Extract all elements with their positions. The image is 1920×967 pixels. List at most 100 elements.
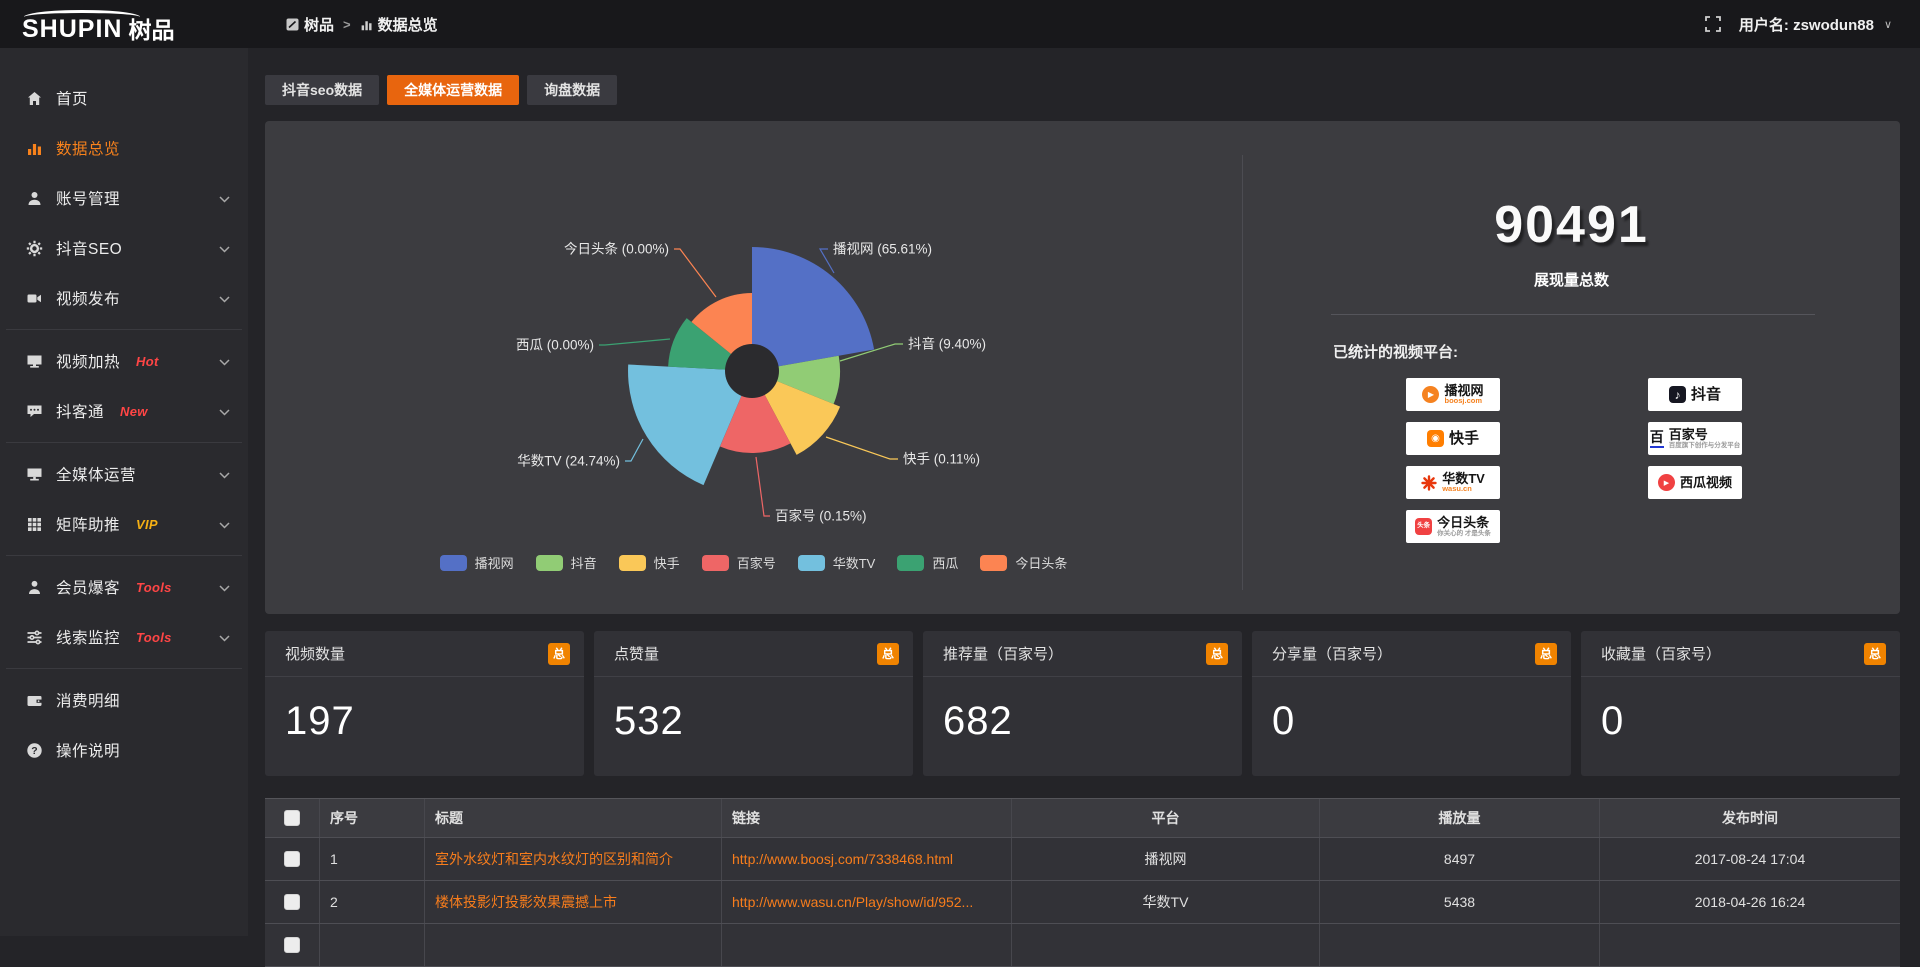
pie-center-hole [725,344,779,398]
cell-platform: 播视网 [1012,838,1320,880]
sidebar-item-doukettong[interactable]: 抖客通 New [0,386,248,436]
legend-item-西瓜[interactable]: 西瓜 [897,553,958,572]
sidebar-item-member-burst[interactable]: 会员爆客 Tools [0,562,248,612]
cell-time: 2017-08-24 17:04 [1600,838,1900,880]
cell-title-link[interactable]: 楼体投影灯投影效果震撼上市 [425,881,722,923]
cell-url-link[interactable]: http://www.wasu.cn/Play/show/id/952... [722,881,1012,923]
legend-item-华数TV[interactable]: 华数TV [798,553,876,572]
wasu-star-icon [1421,475,1437,491]
fullscreen-icon[interactable] [1705,16,1721,32]
stat-card-value: 682 [923,677,1242,744]
legend-swatch [980,555,1007,571]
platform-badge-kuaishou: ◉ 快手 [1406,422,1500,455]
col-header-link: 链接 [722,799,1012,837]
grid-icon [26,516,43,533]
baijiahao-icon: 百 [1650,429,1664,448]
stat-cards: 视频数量总 197 点赞量总 532 推荐量（百家号）总 682 分享量（百家号… [265,631,1900,776]
bar-chart-icon [360,18,373,31]
platform-sub: 百度旗下创作与分发平台 [1669,442,1741,449]
cell-time: 2018-04-26 16:24 [1600,881,1900,923]
legend-label: 华数TV [833,553,876,572]
sidebar-item-lead-monitor[interactable]: 线索监控 Tools [0,612,248,662]
pie-label: 抖音 (9.40%) [908,336,986,352]
vip-badge: VIP [136,517,158,532]
logo-text-cn: 树品 [128,19,174,42]
sidebar-item-label: 视频加热 [56,350,120,372]
table-row-partial [265,924,1900,967]
stat-card-label: 点赞量 [614,643,659,664]
cell-no: 1 [320,838,425,880]
overview-panel: 播视网 (65.61%)抖音 (9.40%)快手 (0.11%)百家号 (0.1… [265,121,1900,614]
sidebar-divider [6,442,242,443]
breadcrumb-separator: > [343,17,351,32]
breadcrumb-label: 树品 [304,14,334,35]
sidebar-item-label: 线索监控 [56,626,120,648]
col-header-time: 发布时间 [1600,799,1900,837]
tab-omnimedia-data[interactable]: 全媒体运营数据 [387,75,519,105]
cell-url-link[interactable]: http://www.boosj.com/7338468.html [722,838,1012,880]
legend-swatch [536,555,563,571]
legend-item-快手[interactable]: 快手 [619,553,680,572]
row-checkbox[interactable] [284,894,300,910]
platform-badge-douyin: ♪ 抖音 [1648,378,1742,411]
breadcrumb-label: 数据总览 [378,14,438,35]
tab-inquiry-data[interactable]: 询盘数据 [527,75,617,105]
platform-name: 西瓜视频 [1680,476,1732,490]
cell-title-link[interactable]: 室外水纹灯和室内水纹灯的区别和简介 [425,838,722,880]
legend-item-播视网[interactable]: 播视网 [440,553,514,572]
sidebar-item-account[interactable]: 账号管理 [0,173,248,223]
impressions-total-label: 展现量总数 [1243,269,1900,290]
main-content: 抖音seo数据 全媒体运营数据 询盘数据 播视网 (65.61%)抖音 (9.4… [248,48,1920,936]
chevron-down-icon [219,466,230,482]
stat-card-label: 视频数量 [285,643,345,664]
col-header-plays: 播放量 [1320,799,1600,837]
legend-label: 播视网 [475,553,514,572]
bar-chart-icon [26,140,43,157]
sidebar-item-data-overview[interactable]: 数据总览 [0,123,248,173]
stat-card-value: 0 [1252,677,1571,744]
stat-card-label: 收藏量（百家号） [1601,643,1721,664]
select-all-checkbox[interactable] [284,810,300,826]
sidebar-item-home[interactable]: 首页 [0,73,248,123]
row-checkbox[interactable] [284,937,300,953]
stat-card-favorites: 收藏量（百家号）总 0 [1581,631,1900,776]
chevron-down-icon [219,190,230,206]
tab-douyin-seo[interactable]: 抖音seo数据 [265,75,379,105]
legend-label: 百家号 [737,553,776,572]
sidebar-item-label: 矩阵助推 [56,513,120,535]
pie-label: 百家号 (0.15%) [775,508,867,524]
platform-sub: boosj.com [1444,397,1482,405]
stat-card-label: 分享量（百家号） [1272,643,1392,664]
app-logo: SHUPIN 树品 [0,7,248,42]
chat-bubble-icon [26,403,43,420]
col-header-platform: 平台 [1012,799,1320,837]
pie-label-line [625,439,643,461]
breadcrumb-item-home[interactable]: 树品 [286,14,334,35]
row-checkbox[interactable] [284,851,300,867]
stat-card-video-count: 视频数量总 197 [265,631,584,776]
legend-label: 西瓜 [932,553,958,572]
sidebar-item-omnimedia[interactable]: 全媒体运营 [0,449,248,499]
legend-swatch [440,555,467,571]
pie-label: 今日头条 (0.00%) [564,241,669,257]
sidebar-item-matrix-boost[interactable]: 矩阵助推 VIP [0,499,248,549]
monitor-icon [26,353,43,370]
chevron-down-icon[interactable]: ∨ [1884,18,1892,31]
chevron-down-icon [219,240,230,256]
stat-card-value: 0 [1581,677,1900,744]
sidebar-item-video-heating[interactable]: 视频加热 Hot [0,336,248,386]
username-label[interactable]: 用户名: zswodun88 [1739,14,1874,35]
legend-item-百家号[interactable]: 百家号 [702,553,776,572]
legend-swatch [897,555,924,571]
legend-item-抖音[interactable]: 抖音 [536,553,597,572]
sidebar-item-video-publish[interactable]: 视频发布 [0,273,248,323]
legend-item-今日头条[interactable]: 今日头条 [980,553,1067,572]
chevron-down-icon [219,516,230,532]
sidebar-item-douyin-seo[interactable]: 抖音SEO [0,223,248,273]
breadcrumb-item-current[interactable]: 数据总览 [360,14,438,35]
pie-label-line [756,457,770,516]
platform-name: 华数TV [1442,472,1485,486]
sidebar-item-help[interactable]: ? 操作说明 [0,725,248,775]
tools-badge: Tools [136,630,172,645]
sidebar-item-spending-detail[interactable]: 消费明细 [0,675,248,725]
